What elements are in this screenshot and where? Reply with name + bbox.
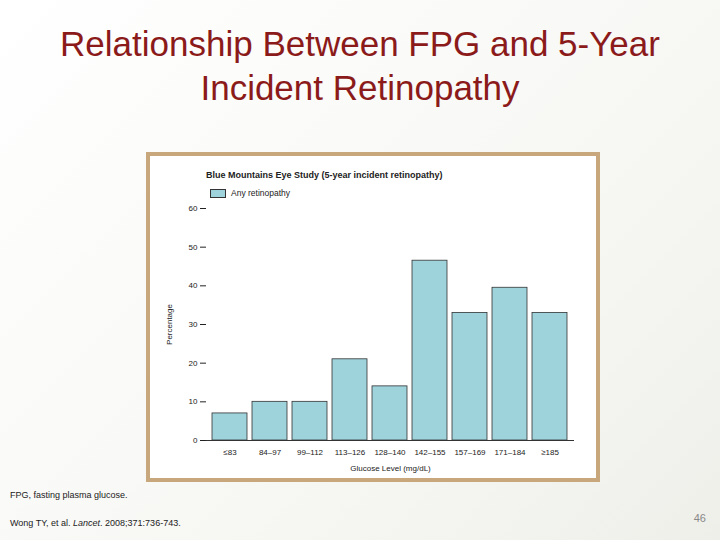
html-text:FPG, fasting plasma glucose.: FPG, fasting plasma glucose.	[10, 490, 128, 500]
svg-text:≥185: ≥185	[541, 448, 559, 457]
svg-text:40: 40	[189, 281, 198, 290]
svg-text:84–97: 84–97	[259, 448, 282, 457]
svg-text:171–184: 171–184	[494, 448, 526, 457]
svg-text:113–126: 113–126	[335, 448, 366, 457]
svg-text:Percentage: Percentage	[165, 303, 174, 344]
svg-text:10: 10	[189, 397, 198, 406]
svg-text:60: 60	[189, 204, 198, 213]
html-text:Relationship Between FPG and 5: Relationship Between FPG and 5-Year Inci…	[60, 24, 660, 107]
svg-text:128–140: 128–140	[374, 448, 406, 457]
html-text:Blue Mountains Eye Study (5-ye: Blue Mountains Eye Study (5-year inciden…	[206, 170, 443, 180]
html-text:46: 46	[693, 512, 706, 524]
svg-text:0: 0	[193, 436, 198, 445]
svg-text:30: 30	[189, 320, 198, 329]
svg-text:20: 20	[189, 359, 198, 368]
html-text:Any retinopathy: Any retinopathy	[231, 188, 291, 198]
html-text:Wong TY, et al. Lancet. 2008;3: Wong TY, et al. Lancet. 2008;371:736-743…	[10, 518, 181, 528]
svg-text:≤83: ≤83	[223, 448, 237, 457]
svg-text:157–169: 157–169	[454, 448, 486, 457]
svg-text:Glucose Level (mg/dL): Glucose Level (mg/dL)	[350, 464, 431, 473]
svg-text:99–112: 99–112	[297, 448, 324, 457]
svg-text:142–155: 142–155	[414, 448, 446, 457]
svg-text:50: 50	[189, 243, 198, 252]
